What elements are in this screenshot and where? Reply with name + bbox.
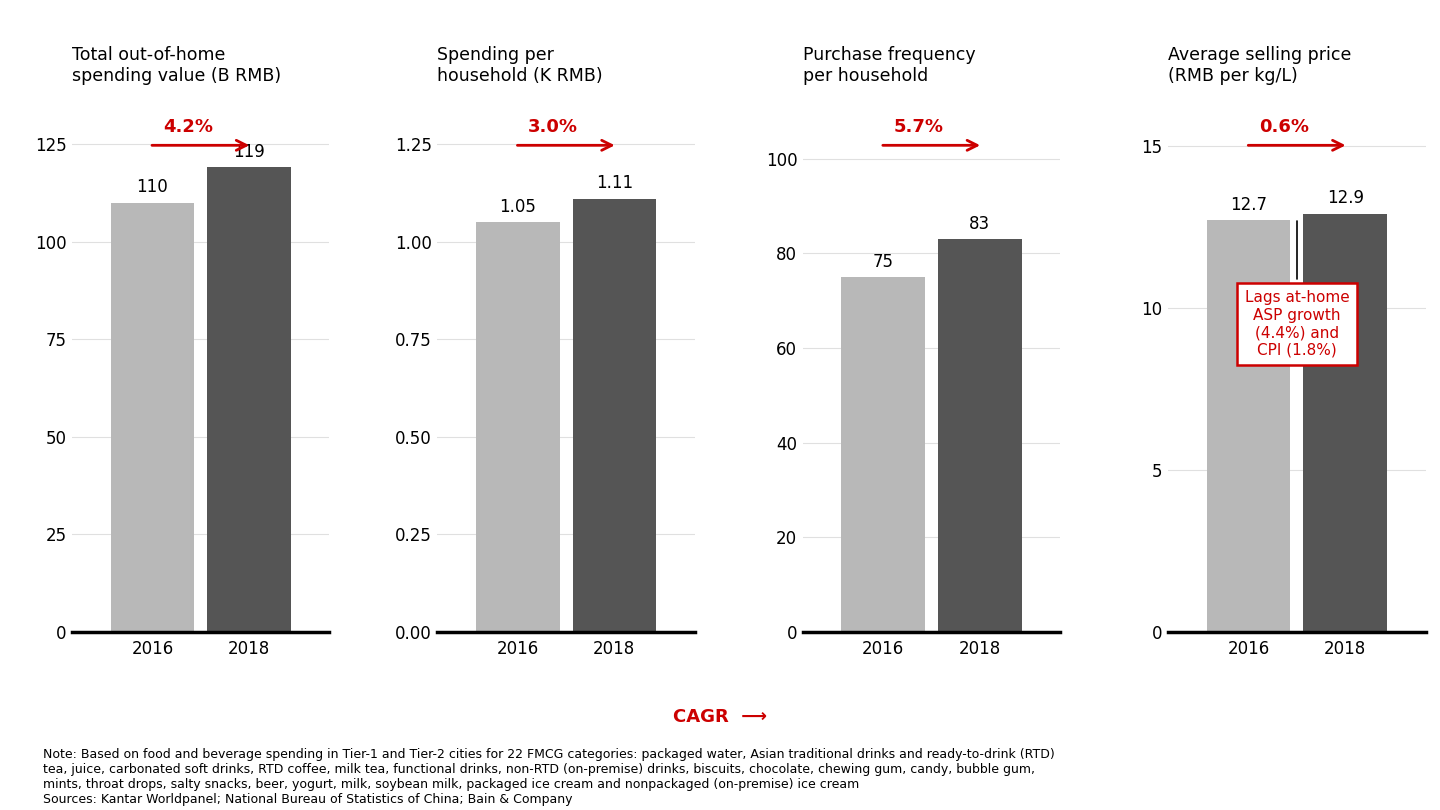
Text: 75: 75 — [873, 253, 894, 271]
Text: Average selling price
(RMB per kg/L): Average selling price (RMB per kg/L) — [1168, 45, 1352, 84]
Bar — [841, 277, 924, 632]
Text: 1.05: 1.05 — [500, 198, 536, 215]
Text: Spending per
household (K RMB): Spending per household (K RMB) — [438, 45, 603, 84]
Text: 12.9: 12.9 — [1326, 190, 1364, 207]
Text: Total out-of-home
spending value (B RMB): Total out-of-home spending value (B RMB) — [72, 45, 281, 84]
Text: 4.2%: 4.2% — [163, 117, 213, 136]
Text: Note: Based on food and beverage spending in Tier-1 and Tier-2 cities for 22 FMC: Note: Based on food and beverage spendin… — [43, 748, 1056, 806]
Bar — [477, 222, 560, 632]
Text: 1.11: 1.11 — [596, 174, 634, 192]
Bar — [207, 168, 291, 632]
Bar — [1303, 214, 1387, 632]
Text: CAGR  ⟶: CAGR ⟶ — [672, 708, 768, 726]
Bar — [1207, 220, 1290, 632]
Bar — [937, 239, 1021, 632]
Text: 110: 110 — [137, 178, 168, 196]
Bar — [573, 198, 657, 632]
Text: 12.7: 12.7 — [1230, 196, 1267, 214]
Text: 5.7%: 5.7% — [894, 117, 943, 136]
Text: 3.0%: 3.0% — [528, 117, 579, 136]
Bar — [111, 202, 194, 632]
Text: 0.6%: 0.6% — [1259, 117, 1309, 136]
Text: 83: 83 — [969, 215, 991, 232]
Text: Purchase frequency
per household: Purchase frequency per household — [804, 45, 975, 84]
Text: 119: 119 — [233, 143, 265, 161]
Text: Lags at-home
ASP growth
(4.4%) and
CPI (1.8%): Lags at-home ASP growth (4.4%) and CPI (… — [1244, 221, 1349, 357]
